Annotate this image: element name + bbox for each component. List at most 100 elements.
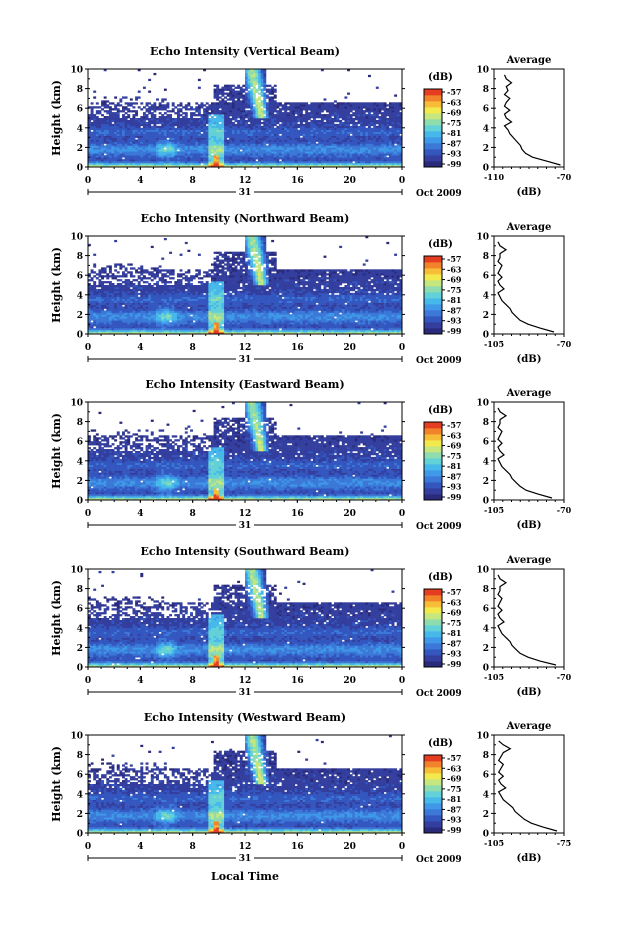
heatmap-cell bbox=[253, 93, 256, 95]
heatmap-cell bbox=[263, 159, 266, 161]
heatmap-cell bbox=[287, 145, 290, 147]
heatmap-cell bbox=[182, 120, 185, 122]
heatmap-cell bbox=[392, 157, 395, 159]
heatmap-cell bbox=[342, 112, 345, 114]
colorbar-segment bbox=[424, 155, 442, 161]
heatmap-cell bbox=[122, 293, 125, 295]
heatmap-cell bbox=[201, 120, 204, 122]
heatmap-cell bbox=[276, 126, 279, 128]
heatmap-cell bbox=[130, 157, 133, 159]
heatmap-cell bbox=[98, 314, 101, 316]
heatmap-cell bbox=[337, 110, 340, 112]
heatmap-cell bbox=[159, 316, 162, 318]
heatmap-cell bbox=[208, 163, 211, 165]
heatmap-cell bbox=[227, 94, 230, 96]
heatmap-cell bbox=[138, 136, 141, 138]
heatmap-cell bbox=[206, 106, 209, 108]
heatmap-cell bbox=[310, 159, 313, 161]
heatmap-cell bbox=[193, 161, 196, 163]
heatmap-cell bbox=[274, 145, 277, 147]
heatmap-cell bbox=[143, 159, 146, 161]
heatmap-cell bbox=[242, 106, 245, 108]
heatmap-cell bbox=[334, 132, 337, 134]
heatmap-cell bbox=[284, 128, 287, 130]
heatmap-cell bbox=[109, 136, 112, 138]
heatmap-cell bbox=[169, 145, 172, 147]
heatmap-cell bbox=[130, 326, 133, 328]
heatmap-cell bbox=[169, 122, 172, 124]
heatmap-cell bbox=[266, 142, 269, 144]
heatmap-cell bbox=[303, 108, 306, 110]
heatmap-cell bbox=[96, 147, 99, 149]
heatmap-cell bbox=[130, 153, 133, 155]
heatmap-cell bbox=[101, 267, 104, 269]
heatmap-cell bbox=[274, 128, 277, 130]
heatmap-cell bbox=[237, 145, 240, 147]
heatmap-cell bbox=[255, 134, 258, 136]
heatmap-cell bbox=[148, 161, 151, 163]
x-tick-label: 0 bbox=[399, 176, 405, 186]
heatmap-cell bbox=[198, 149, 201, 151]
heatmap-cell bbox=[167, 118, 170, 120]
heatmap-cell bbox=[282, 122, 285, 124]
heatmap-cell bbox=[109, 116, 112, 118]
heatmap-cell bbox=[193, 151, 196, 153]
heatmap-cell bbox=[161, 100, 164, 102]
heatmap-cell bbox=[132, 287, 135, 289]
heatmap-cell bbox=[389, 104, 392, 106]
heatmap-cell bbox=[250, 83, 253, 85]
heatmap-cell bbox=[109, 102, 112, 104]
heatmap-cell bbox=[198, 130, 201, 132]
heatmap-cell bbox=[146, 289, 149, 291]
heatmap-cell bbox=[214, 124, 217, 126]
heatmap-cell bbox=[135, 155, 138, 157]
heatmap-cell bbox=[287, 149, 290, 151]
heatmap-cell bbox=[297, 102, 300, 104]
heatmap-cell bbox=[376, 159, 379, 161]
heatmap-cell bbox=[138, 312, 141, 314]
heatmap-cell bbox=[161, 145, 164, 147]
heatmap-cell bbox=[151, 104, 154, 106]
heatmap-cell bbox=[240, 110, 243, 112]
heatmap-cell bbox=[384, 161, 387, 163]
heatmap-cell bbox=[342, 130, 345, 132]
heatmap-cell bbox=[358, 147, 361, 149]
heatmap-cell bbox=[221, 155, 224, 157]
heatmap-cell bbox=[138, 130, 141, 132]
heatmap-cell bbox=[114, 301, 117, 303]
heatmap-cell bbox=[130, 273, 133, 275]
heatmap-cell bbox=[98, 285, 101, 287]
heatmap-cell bbox=[305, 142, 308, 144]
heatmap-cell bbox=[93, 153, 96, 155]
heatmap-cell bbox=[334, 161, 337, 163]
heatmap-cell bbox=[289, 110, 292, 112]
heatmap-cell bbox=[151, 322, 154, 324]
heatmap-cell bbox=[132, 163, 135, 165]
heatmap-cell bbox=[98, 110, 101, 112]
heatmap-cell bbox=[324, 163, 327, 165]
heatmap-cell bbox=[198, 159, 201, 161]
heatmap-cell bbox=[279, 138, 282, 140]
heatmap-cell bbox=[274, 96, 277, 98]
heatmap-cell bbox=[326, 163, 329, 165]
heatmap-cell bbox=[235, 159, 238, 161]
heatmap-cell bbox=[122, 124, 125, 126]
heatmap-cell bbox=[344, 151, 347, 153]
heatmap-cell bbox=[237, 132, 240, 134]
heatmap-cell bbox=[122, 142, 125, 144]
heatmap-cell bbox=[125, 102, 128, 104]
heatmap-cell bbox=[91, 145, 94, 147]
heatmap-cell bbox=[96, 106, 99, 108]
heatmap-cell bbox=[130, 271, 133, 273]
heatmap-cell bbox=[363, 110, 366, 112]
heatmap-cell bbox=[216, 87, 219, 89]
heatmap-cell bbox=[112, 293, 115, 295]
heatmap-cell bbox=[355, 128, 358, 130]
heatmap-cell bbox=[255, 83, 258, 85]
heatmap-cell bbox=[331, 126, 334, 128]
heatmap-cell bbox=[161, 132, 164, 134]
heatmap-cell bbox=[229, 98, 232, 100]
heatmap-cell bbox=[250, 116, 253, 118]
average-x-tick-label: -70 bbox=[557, 172, 572, 182]
heatmap-cell bbox=[331, 112, 334, 114]
